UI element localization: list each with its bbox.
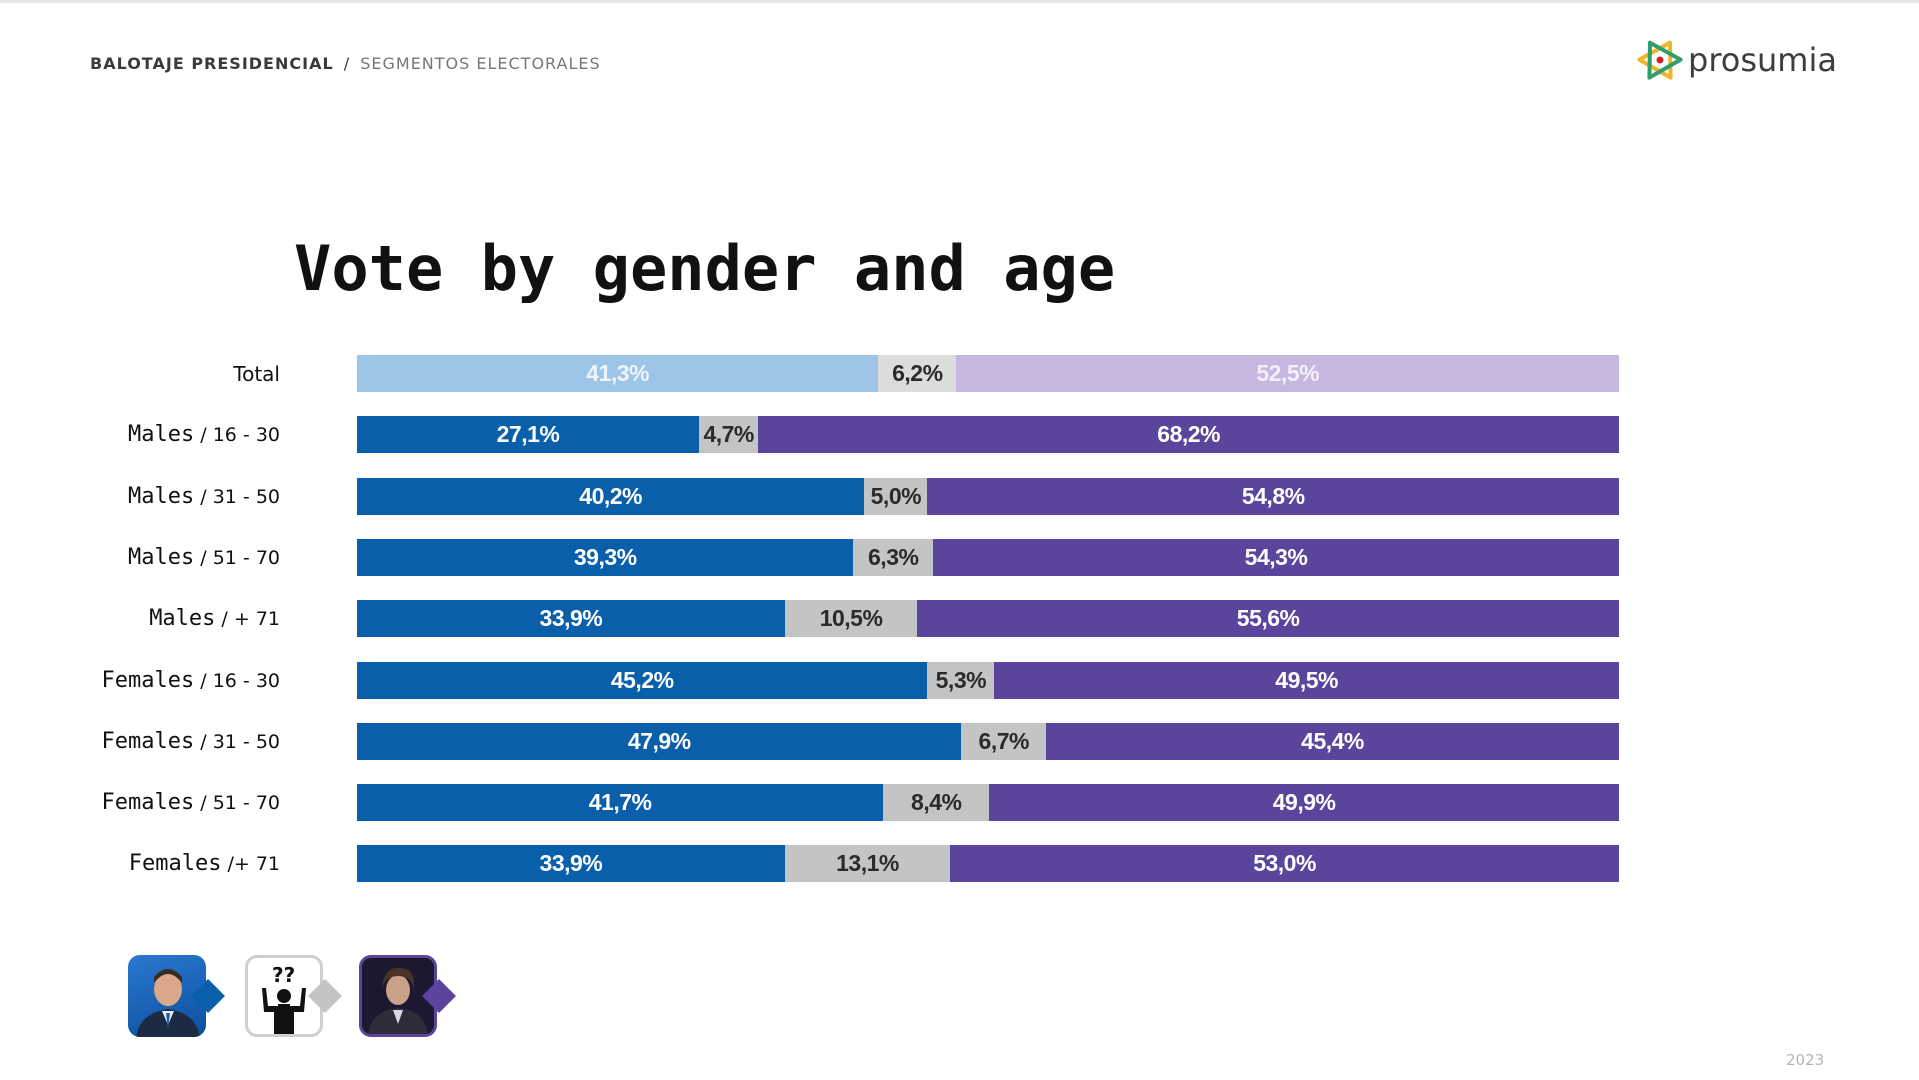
data-label: 5,3% xyxy=(935,667,987,693)
breadcrumb-sub: SEGMENTOS ELECTORALES xyxy=(360,54,601,73)
data-label: 6,7% xyxy=(978,728,1030,754)
bar-segment-purple-candidate: 53,0% xyxy=(950,845,1619,882)
breadcrumb-main: BALOTAJE PRESIDENCIAL xyxy=(90,54,334,73)
data-label: 41,3% xyxy=(586,360,649,386)
row-label-group: Males xyxy=(128,545,195,570)
row-label-group: Females xyxy=(101,668,195,693)
bar-segment-blue-candidate: 47,9% xyxy=(357,723,962,760)
data-label: 8,4% xyxy=(911,789,962,815)
data-label: 53,0% xyxy=(1253,850,1316,876)
row-label-age: / 31 - 50 xyxy=(200,485,280,508)
bar-segment-blue-candidate: 41,7% xyxy=(357,784,884,821)
bar-segment-purple-candidate: 45,4% xyxy=(1046,723,1619,760)
row-label-age: / 51 - 70 xyxy=(200,791,280,814)
data-label: 45,4% xyxy=(1301,728,1364,754)
breadcrumb-separator: / xyxy=(343,54,351,73)
data-label: 4,7% xyxy=(703,421,754,447)
row-label: Females/ 31 - 50 xyxy=(90,723,280,760)
data-label: 47,9% xyxy=(627,728,691,754)
atom-icon xyxy=(1637,40,1683,80)
bar-segment-blue-candidate: 33,9% xyxy=(357,600,785,637)
bar-segment-undecided: 6,3% xyxy=(853,539,934,576)
data-label: 39,3% xyxy=(573,544,637,570)
bar-segment-blue-candidate: 45,2% xyxy=(357,662,928,699)
row-label-age: / 16 - 30 xyxy=(200,423,280,446)
row-label: Females/+ 71 xyxy=(90,845,280,882)
bar-segment-purple-candidate: 54,3% xyxy=(933,539,1619,576)
bar-segment-undecided: 5,3% xyxy=(927,662,995,699)
row-label: Females/ 16 - 30 xyxy=(90,662,280,699)
bar-segment-undecided: 6,2% xyxy=(878,355,957,392)
row-label: Males/ 31 - 50 xyxy=(90,478,280,515)
bar-segment-blue-candidate: 41,3% xyxy=(357,355,879,392)
data-label: 33,9% xyxy=(539,605,603,631)
bar-segment-blue-candidate: 27,1% xyxy=(357,416,699,453)
bar-segment-undecided: 8,4% xyxy=(883,784,990,821)
bar-segment-purple-candidate: 49,5% xyxy=(994,662,1619,699)
row-label-age: / + 71 xyxy=(221,607,280,630)
row-label-age: / 16 - 30 xyxy=(200,669,280,692)
row-label-age: / 31 - 50 xyxy=(200,730,280,753)
top-border xyxy=(0,0,1919,3)
legend-item-blue-candidate xyxy=(128,955,225,1037)
data-label: 49,9% xyxy=(1272,789,1336,815)
data-label: 68,2% xyxy=(1157,421,1220,447)
breadcrumb: BALOTAJE PRESIDENCIAL / SEGMENTOS ELECTO… xyxy=(90,54,601,73)
bar-segment-purple-candidate: 52,5% xyxy=(956,355,1619,392)
data-label: 40,2% xyxy=(579,483,643,509)
legend-item-purple-candidate xyxy=(359,955,456,1037)
data-label: 49,5% xyxy=(1275,667,1338,693)
row-label: Males/ 16 - 30 xyxy=(90,416,280,453)
prosumia-logo: prosumia xyxy=(1636,36,1837,84)
bar-segment-undecided: 10,5% xyxy=(784,600,918,637)
row-label-group: Females xyxy=(101,729,195,754)
bar-segment-purple-candidate: 55,6% xyxy=(917,600,1619,637)
bar-segment-purple-candidate: 54,8% xyxy=(927,478,1619,515)
data-label: 52,5% xyxy=(1256,360,1320,386)
data-label: 54,3% xyxy=(1244,544,1308,570)
row-label: Total xyxy=(90,355,280,392)
row-label-group: Females xyxy=(128,851,222,876)
row-label: Females/ 51 - 70 xyxy=(90,784,280,821)
row-label-group: Males xyxy=(128,422,195,447)
data-label: 33,9% xyxy=(539,850,603,876)
row-label-age: / 51 - 70 xyxy=(200,546,280,569)
row-label: Males / + 71 xyxy=(90,600,280,637)
bar-segment-blue-candidate: 40,2% xyxy=(357,478,865,515)
data-label: 54,8% xyxy=(1241,483,1305,509)
row-label-group: Total xyxy=(233,361,280,386)
data-label: 55,6% xyxy=(1236,605,1300,631)
bar-segment-undecided: 6,7% xyxy=(961,723,1047,760)
row-label-group: Females xyxy=(101,790,195,815)
bar-segment-purple-candidate: 68,2% xyxy=(758,416,1619,453)
svg-text:??: ?? xyxy=(272,963,295,987)
data-label: 6,3% xyxy=(868,544,919,570)
bar-segment-undecided: 4,7% xyxy=(699,416,759,453)
data-label: 6,2% xyxy=(892,360,943,386)
chart-title: Vote by gender and age xyxy=(294,232,1116,305)
bar-segment-blue-candidate: 39,3% xyxy=(357,539,854,576)
bar-segment-purple-candidate: 49,9% xyxy=(989,784,1619,821)
data-label: 13,1% xyxy=(836,850,899,876)
data-label: 41,7% xyxy=(588,789,652,815)
data-label: 45,2% xyxy=(610,667,674,693)
row-label-group: Males xyxy=(128,484,195,509)
bar-segment-undecided: 5,0% xyxy=(864,478,928,515)
bar-segment-blue-candidate: 33,9% xyxy=(357,845,785,882)
row-label-age: /+ 71 xyxy=(227,852,280,875)
logo-text: prosumia xyxy=(1688,41,1837,79)
footer-year: 2023 xyxy=(1786,1051,1825,1069)
data-label: 10,5% xyxy=(819,605,883,631)
bar-segment-undecided: 13,1% xyxy=(784,845,951,882)
row-label-group: Males xyxy=(149,606,216,631)
data-label: 5,0% xyxy=(870,483,922,509)
data-label: 27,1% xyxy=(496,421,560,447)
legend-item-undecided: ?? xyxy=(245,955,342,1037)
row-label: Males/ 51 - 70 xyxy=(90,539,280,576)
